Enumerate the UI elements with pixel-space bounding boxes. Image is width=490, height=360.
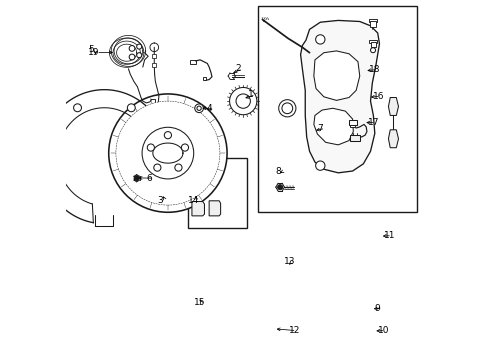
Circle shape <box>175 164 182 171</box>
Polygon shape <box>314 108 353 145</box>
Polygon shape <box>389 98 398 116</box>
Text: 5: 5 <box>88 45 94 54</box>
Circle shape <box>154 164 161 171</box>
Bar <box>258 6 417 212</box>
Text: 11: 11 <box>384 231 395 240</box>
Bar <box>370 22 375 27</box>
Circle shape <box>195 104 203 113</box>
Circle shape <box>48 173 56 181</box>
Circle shape <box>127 104 135 112</box>
Circle shape <box>230 87 257 115</box>
Circle shape <box>279 100 296 117</box>
Bar <box>350 125 355 127</box>
Text: 9: 9 <box>375 303 381 312</box>
Polygon shape <box>350 135 360 141</box>
Text: 14: 14 <box>188 195 200 204</box>
Circle shape <box>197 106 201 111</box>
Circle shape <box>370 48 375 53</box>
Text: 2: 2 <box>235 64 241 73</box>
Circle shape <box>116 101 220 205</box>
Circle shape <box>164 132 171 139</box>
Polygon shape <box>209 201 220 216</box>
Circle shape <box>129 45 135 51</box>
Bar <box>368 19 377 22</box>
Text: 18: 18 <box>368 65 380 74</box>
Circle shape <box>147 144 154 151</box>
Text: 6: 6 <box>147 174 152 183</box>
Circle shape <box>316 161 325 170</box>
Circle shape <box>137 53 142 58</box>
Text: 8: 8 <box>275 167 281 176</box>
Circle shape <box>137 44 142 49</box>
Text: 17: 17 <box>368 118 379 127</box>
Bar <box>369 40 377 43</box>
Polygon shape <box>192 202 204 216</box>
Text: 7: 7 <box>318 124 323 133</box>
Polygon shape <box>314 51 360 100</box>
Circle shape <box>236 94 250 108</box>
Bar <box>370 42 375 47</box>
Circle shape <box>142 127 194 179</box>
Text: 16: 16 <box>373 91 384 100</box>
Bar <box>152 54 156 58</box>
Circle shape <box>123 108 213 198</box>
Polygon shape <box>389 130 398 148</box>
Circle shape <box>316 35 325 44</box>
Text: 10: 10 <box>378 326 389 335</box>
Polygon shape <box>300 21 379 173</box>
Bar <box>203 77 206 80</box>
Text: 1: 1 <box>248 90 254 99</box>
Circle shape <box>129 54 135 60</box>
Text: 4: 4 <box>207 104 212 113</box>
Text: 15: 15 <box>194 298 205 307</box>
Circle shape <box>134 176 139 181</box>
Bar <box>188 158 247 228</box>
Text: 12: 12 <box>289 326 300 335</box>
Bar <box>349 120 357 126</box>
Text: 13: 13 <box>285 257 296 266</box>
Circle shape <box>282 103 293 114</box>
Text: 3: 3 <box>157 195 163 204</box>
Bar <box>191 59 196 64</box>
Circle shape <box>181 144 189 151</box>
Bar <box>152 63 156 67</box>
Circle shape <box>278 185 283 190</box>
Text: 19: 19 <box>88 48 100 57</box>
Circle shape <box>74 104 81 112</box>
Circle shape <box>109 94 227 212</box>
